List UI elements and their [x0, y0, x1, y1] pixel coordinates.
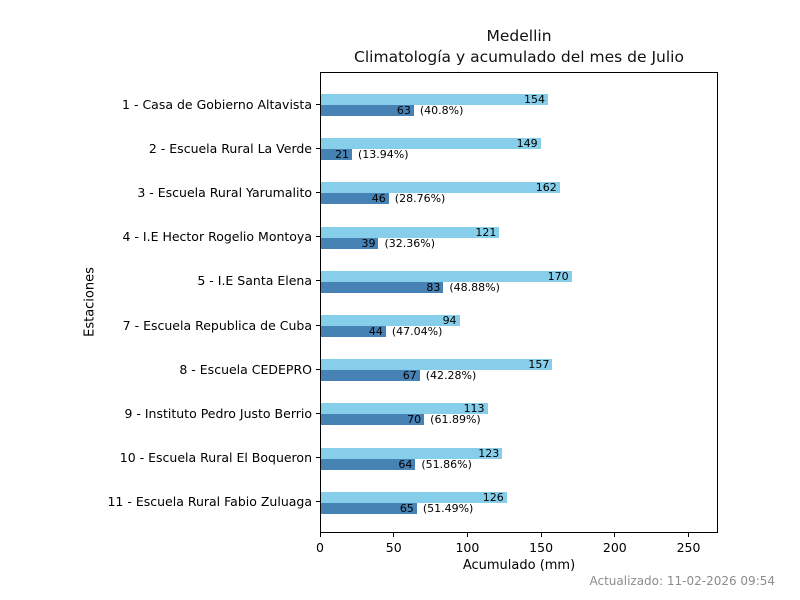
bar-percent-label: (13.94%)	[357, 148, 409, 162]
climatologia-value-label: 113	[463, 402, 485, 416]
bar-percent-label: (61.89%)	[430, 413, 481, 427]
x-tick-mark	[688, 533, 690, 537]
bar-percent-label: (28.76%)	[394, 192, 446, 206]
x-tick-mark	[466, 533, 468, 537]
y-tick-mark	[316, 368, 320, 370]
climatologia-bar: 113	[321, 402, 488, 416]
climatologia-value-label: 149	[516, 137, 538, 151]
x-tick-label: 150	[529, 540, 554, 555]
x-tick-label: 0	[316, 540, 324, 555]
x-tick-mark	[540, 533, 542, 537]
y-tick-mark	[316, 501, 320, 503]
acumulado-value-label: 46	[371, 192, 386, 206]
updated-timestamp: Actualizado: 11-02-2026 09:54	[589, 574, 775, 588]
x-tick-mark	[319, 533, 321, 537]
acumulado-value-label: 64	[398, 457, 413, 471]
x-axis-label: Acumulado (mm)	[462, 558, 576, 573]
x-tick-label: 250	[676, 540, 701, 555]
y-tick-mark	[316, 280, 320, 282]
y-tick-mark	[316, 412, 320, 414]
bar-percent-label: (51.86%)	[421, 457, 472, 471]
y-tick-label: 4 - I.E Hector Rogelio Montoya	[122, 229, 313, 245]
climatologia-value-label: 170	[547, 269, 569, 283]
y-tick-label: 11 - Escuela Rural Fabio Zuluaga	[107, 494, 312, 510]
acumulado-value-label: 70	[407, 413, 422, 427]
y-tick-mark	[316, 324, 320, 326]
x-tick-label: 200	[602, 540, 627, 555]
climatologia-value-label: 162	[535, 181, 557, 195]
bar-percent-label: (32.36%)	[384, 236, 436, 250]
x-tick-label: 50	[385, 540, 402, 555]
acumulado-value-label: 67	[402, 369, 417, 383]
chart-title: Medellin Climatología y acumulado del me…	[320, 26, 718, 68]
climatologia-value-label: 154	[524, 93, 545, 106]
acumulado-bar: 67	[321, 369, 420, 383]
climatologia-bar: 121	[321, 225, 500, 239]
y-tick-label: 7 - Escuela Republica de Cuba	[122, 317, 312, 333]
climatologia-bar: 126	[321, 490, 507, 504]
bar-percent-label: (48.88%)	[449, 280, 500, 294]
acumulado-bar: 70	[321, 413, 425, 427]
acumulado-bar: 39	[321, 236, 379, 250]
climatologia-value-label: 121	[475, 225, 497, 239]
chart-title-line2: Climatología y acumulado del mes de Juli…	[354, 48, 684, 66]
climatologia-value-label: 157	[528, 358, 550, 372]
y-tick-mark	[316, 147, 320, 149]
y-tick-label: 10 - Escuela Rural El Boqueron	[119, 450, 312, 466]
acumulado-value-label: 44	[368, 325, 383, 338]
x-tick-label: 100	[455, 540, 480, 555]
climatologia-bar: 154	[321, 94, 548, 105]
climatologia-bar: 170	[321, 269, 572, 283]
climatologia-value-label: 123	[478, 446, 500, 460]
acumulado-value-label: 39	[361, 236, 376, 250]
acumulado-bar: 44	[321, 326, 386, 337]
y-axis-label: Estaciones	[82, 267, 98, 337]
bar-percent-label: (42.28%)	[425, 369, 477, 383]
y-tick-label: 3 - Escuela Rural Yarumalito	[137, 184, 312, 200]
x-tick-mark	[614, 533, 616, 537]
y-tick-label: 9 - Instituto Pedro Justo Berrio	[124, 405, 312, 421]
climatologia-bar: 94	[321, 315, 460, 326]
acumulado-bar: 65	[321, 501, 417, 515]
acumulado-value-label: 83	[426, 280, 441, 294]
acumulado-bar: 46	[321, 192, 389, 206]
y-tick-mark	[316, 103, 320, 105]
bar-percent-label: (51.49%)	[422, 501, 474, 515]
y-tick-label: 5 - I.E Santa Elena	[197, 273, 312, 289]
climatologia-value-label: 94	[442, 314, 457, 327]
chart-title-line1: Medellin	[486, 27, 552, 45]
acumulado-value-label: 65	[399, 501, 414, 515]
y-tick-mark	[316, 236, 320, 238]
acumulado-bar: 21	[321, 148, 352, 162]
acumulado-bar: 64	[321, 457, 416, 471]
acumulado-bar: 83	[321, 280, 444, 294]
acumulado-value-label: 63	[396, 104, 411, 117]
climatologia-value-label: 126	[482, 490, 504, 504]
y-tick-label: 8 - Escuela CEDEPRO	[179, 361, 312, 377]
climatologia-bar: 157	[321, 358, 553, 372]
y-tick-mark	[316, 191, 320, 193]
y-tick-mark	[316, 457, 320, 459]
x-tick-mark	[393, 533, 395, 537]
y-tick-label: 1 - Casa de Gobierno Altavista	[122, 96, 312, 112]
plot-area: 154 63 (40.8%) 149 21 (13.94%) 162 46 (28.76%) 12…	[320, 72, 718, 533]
acumulado-bar: 63	[321, 105, 414, 116]
y-tick-label: 2 - Escuela Rural La Verde	[148, 140, 312, 156]
bar-percent-label: (47.04%)	[391, 325, 443, 338]
acumulado-value-label: 21	[334, 148, 349, 162]
bar-percent-label: (40.8%)	[419, 104, 464, 117]
climatologia-bar: 162	[321, 181, 560, 195]
climatologia-bar: 149	[321, 137, 541, 151]
climatologia-bar: 123	[321, 446, 503, 460]
